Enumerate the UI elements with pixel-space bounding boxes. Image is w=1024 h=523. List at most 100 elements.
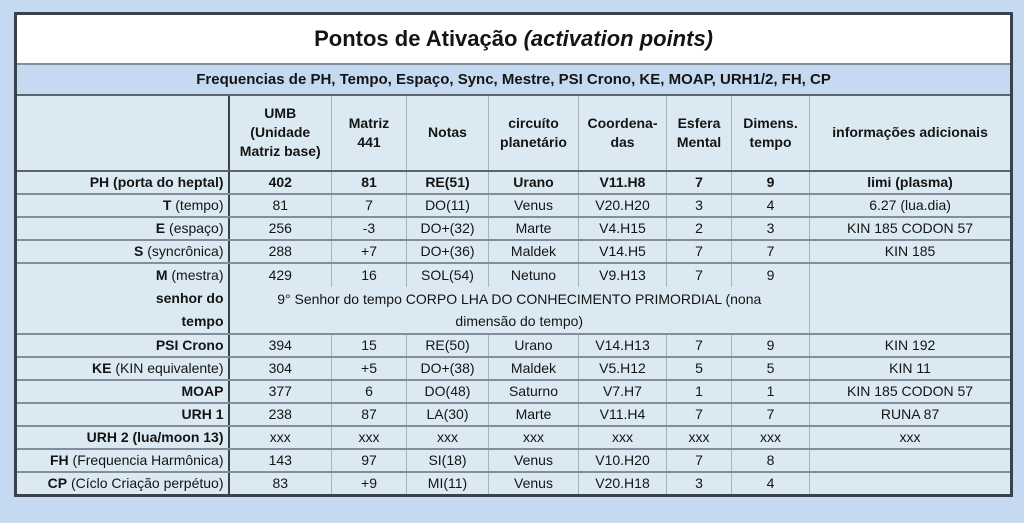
cell-value: 288 — [228, 238, 332, 264]
cell-value: Maldek — [488, 355, 579, 381]
cell-value: V4.H15 — [578, 215, 667, 241]
column-header: UMB (Unidade Matriz base) — [228, 93, 332, 172]
title-main: Pontos de Ativação — [314, 26, 518, 52]
title-row: Pontos de Ativação (activation points) — [14, 12, 1013, 65]
cell-value: DO+(32) — [406, 215, 489, 241]
cell-value: Marte — [488, 401, 579, 427]
cell-value: 6.27 (lua.dia) — [808, 192, 1013, 218]
cell-value: 429 — [228, 261, 332, 287]
cell-value: 16 — [331, 261, 407, 287]
cell-value: V14.H5 — [578, 238, 667, 264]
title-translation: (activation points) — [523, 26, 714, 52]
cell-value: 7 — [666, 169, 732, 195]
table-row: PH (porta do heptal) 402 81 RE(51) Urano V11.… — [15, 169, 1013, 195]
cell-value: KIN 185 CODON 57 — [808, 378, 1013, 404]
cell-value: V5.H12 — [578, 355, 667, 381]
cell-value: V11.H8 — [578, 169, 667, 195]
row-label: PH (porta do heptal) — [15, 169, 230, 195]
cell-value: 402 — [228, 169, 332, 195]
merged-cell: 9° Senhor do tempo CORPO LHA DO CONHECIM… — [228, 286, 810, 335]
row-label: FH (Frequencia Harmônica) — [15, 447, 230, 473]
cell-value: 1 — [731, 378, 810, 404]
cell-value: LA(30) — [406, 401, 489, 427]
column-header: Notas — [406, 93, 489, 172]
column-header — [15, 93, 230, 172]
table-row: 9° Senhor do tempo CORPO LHA DO CONHECIM… — [16, 286, 1012, 335]
cell-value: 3 — [666, 470, 732, 496]
table-row: PSI Crono 394 15 RE(50) Urano V14.H13 7 9 KIN 19… — [15, 332, 1013, 358]
cell-value: 7 — [666, 401, 732, 427]
cell-value: 7 — [666, 447, 732, 473]
cell-value: KIN 192 — [808, 332, 1013, 358]
cell-value: DO+(36) — [406, 238, 489, 264]
cell-value: 97 — [331, 447, 407, 473]
column-header: informações adicionais — [808, 93, 1013, 172]
cell-value: xxx — [406, 424, 489, 450]
cell-value: 304 — [228, 355, 332, 381]
cell-value: Venus — [488, 447, 579, 473]
cell-value: xxx — [331, 424, 407, 450]
cell-value: DO(11) — [406, 192, 489, 218]
column-header: Matriz 441 — [331, 93, 407, 172]
cell-value: 7 — [731, 401, 810, 427]
cell-value: RE(50) — [406, 332, 489, 358]
cell-value: +5 — [331, 355, 407, 381]
page-title: Pontos de Ativação (activation points) — [14, 12, 1013, 65]
cell-value: 377 — [228, 378, 332, 404]
cell-value: DO(48) — [406, 378, 489, 404]
cell-value: Saturno — [488, 378, 579, 404]
cell-value — [808, 261, 1013, 334]
cell-value: 4 — [731, 470, 810, 496]
cell-value: SI(18) — [406, 447, 489, 473]
cell-value — [808, 447, 1013, 473]
cell-value: 3 — [731, 215, 810, 241]
cell-value: xxx — [666, 424, 732, 450]
activation-points-table: Pontos de Ativação (activation points) F… — [14, 12, 1014, 497]
table-row: KE (KIN equivalente) 304 +5 DO+(38) Maldek V5… — [15, 355, 1013, 381]
cell-value: 2 — [666, 215, 732, 241]
cell-value: +7 — [331, 238, 407, 264]
cell-value: MI(11) — [406, 470, 489, 496]
cell-value: RUNA 87 — [808, 401, 1013, 427]
table-row: S (syncrônica) 288 +7 DO+(36) Maldek V14.H5 7 7… — [15, 238, 1013, 264]
subtitle-row: Frequencias de PH, Tempo, Espaço, Sync, … — [14, 62, 1013, 96]
table-row: URH 1 238 87 LA(30) Marte V11.H4 7 7 RUNA 87 — [15, 401, 1013, 427]
cell-value — [808, 470, 1013, 496]
header-row: UMB (Unidade Matriz base) Matriz 441 Notas… — [15, 93, 1013, 172]
cell-value: KIN 185 CODON 57 — [808, 215, 1013, 241]
table-row: CP (Cíclo Criação perpétuo) 83 +9 MI(11) Ven… — [15, 470, 1013, 496]
cell-value: 7 — [731, 238, 810, 264]
cell-value: 3 — [666, 192, 732, 218]
column-header: Dimens. tempo — [731, 93, 810, 172]
cell-value: 7 — [666, 261, 732, 287]
cell-value: V14.H13 — [578, 332, 667, 358]
cell-value: 9 — [731, 169, 810, 195]
column-header: circuíto planetário — [488, 93, 579, 172]
cell-value: 81 — [228, 192, 332, 218]
cell-value: limi (plasma) — [808, 169, 1013, 195]
cell-value: Venus — [488, 192, 579, 218]
cell-value: V7.H7 — [578, 378, 667, 404]
cell-value: 6 — [331, 378, 407, 404]
cell-value: 87 — [331, 401, 407, 427]
cell-value: -3 — [331, 215, 407, 241]
cell-value: xxx — [578, 424, 667, 450]
table-row: T (tempo) 81 7 DO(11) Venus V20.H20 3 4 6.27 (lu… — [15, 192, 1013, 218]
row-label: KE (KIN equivalente) — [15, 355, 230, 381]
table-row: E (espaço) 256 -3 DO+(32) Marte V4.H15 2 3 KIN 1… — [15, 215, 1013, 241]
cell-value: 9 — [731, 332, 810, 358]
cell-value: KIN 11 — [808, 355, 1013, 381]
cell-value: 256 — [228, 215, 332, 241]
cell-value: 7 — [666, 332, 732, 358]
cell-value: Maldek — [488, 238, 579, 264]
cell-value: 5 — [666, 355, 732, 381]
cell-value: Urano — [488, 332, 579, 358]
cell-value: 5 — [731, 355, 810, 381]
column-header: Esfera Mental — [666, 93, 732, 172]
table-body: PH (porta do heptal) 402 81 RE(51) Urano V11.… — [15, 169, 1013, 496]
row-label: E (espaço) — [15, 215, 230, 241]
table-row: URH 2 (lua/moon 13) xxx xxx xxx xxx xxx xxx xxx… — [15, 424, 1013, 450]
table-row: FH (Frequencia Harmônica) 143 97 SI(18) Venu… — [15, 447, 1013, 473]
cell-value: V20.H20 — [578, 192, 667, 218]
